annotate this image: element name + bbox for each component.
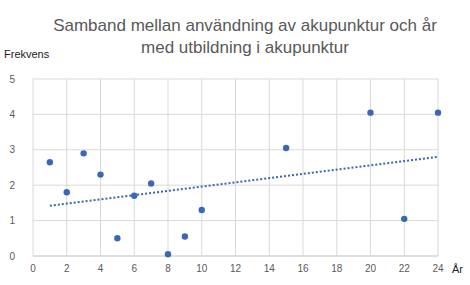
x-axis-label: År xyxy=(452,263,463,275)
x-tick-label: 12 xyxy=(230,263,242,274)
scatter-point xyxy=(367,109,373,115)
x-tick-label: 14 xyxy=(264,263,276,274)
x-tick-label: 22 xyxy=(399,263,411,274)
scatter-point xyxy=(401,216,407,222)
scatter-point xyxy=(283,145,289,151)
x-grid-line xyxy=(370,79,371,256)
x-grid-line xyxy=(235,79,236,256)
y-tick-label: 3 xyxy=(9,144,15,155)
x-grid-line xyxy=(100,79,101,256)
x-grid-line xyxy=(134,79,135,256)
y-tick-label: 2 xyxy=(9,180,15,191)
x-grid-line xyxy=(201,79,202,256)
scatter-point xyxy=(114,235,120,241)
x-tick-label: 4 xyxy=(98,263,104,274)
y-tick-label: 0 xyxy=(9,251,15,262)
x-grid-line xyxy=(33,79,34,256)
x-tick-label: 10 xyxy=(196,263,208,274)
x-grid-line xyxy=(269,79,270,256)
y-tick-label: 1 xyxy=(9,215,15,226)
trend-line xyxy=(50,157,438,206)
x-tick-label: 18 xyxy=(331,263,343,274)
x-tick-label: 20 xyxy=(365,263,377,274)
y-tick-label: 4 xyxy=(9,109,15,120)
scatter-point xyxy=(47,159,53,165)
x-grid-line xyxy=(66,79,67,256)
scatter-point xyxy=(165,251,171,257)
x-tick-label: 24 xyxy=(432,263,444,274)
scatter-point xyxy=(97,171,103,177)
scatter-point xyxy=(64,189,70,195)
x-grid-line xyxy=(336,79,337,256)
x-grid-line xyxy=(303,79,304,256)
x-grid-line xyxy=(168,79,169,256)
x-tick-label: 0 xyxy=(30,263,36,274)
x-tick-label: 16 xyxy=(297,263,309,274)
x-grid-line xyxy=(404,79,405,256)
y-axis-label: Frekvens xyxy=(4,48,50,60)
x-grid-line xyxy=(438,79,439,256)
y-tick-label: 5 xyxy=(9,74,15,85)
scatter-point xyxy=(80,150,86,156)
x-tick-label: 6 xyxy=(131,263,137,274)
scatter-point xyxy=(199,207,205,213)
scatter-point xyxy=(435,109,441,115)
chart: Samband mellan användning av akupunktur … xyxy=(0,0,470,285)
plot-area xyxy=(47,109,442,257)
scatter-point xyxy=(148,180,154,186)
title: Samband mellan användning av akupunktur … xyxy=(53,16,437,57)
x-tick-label: 8 xyxy=(165,263,171,274)
scatter-point xyxy=(182,233,188,239)
x-tick-label: 2 xyxy=(64,263,70,274)
